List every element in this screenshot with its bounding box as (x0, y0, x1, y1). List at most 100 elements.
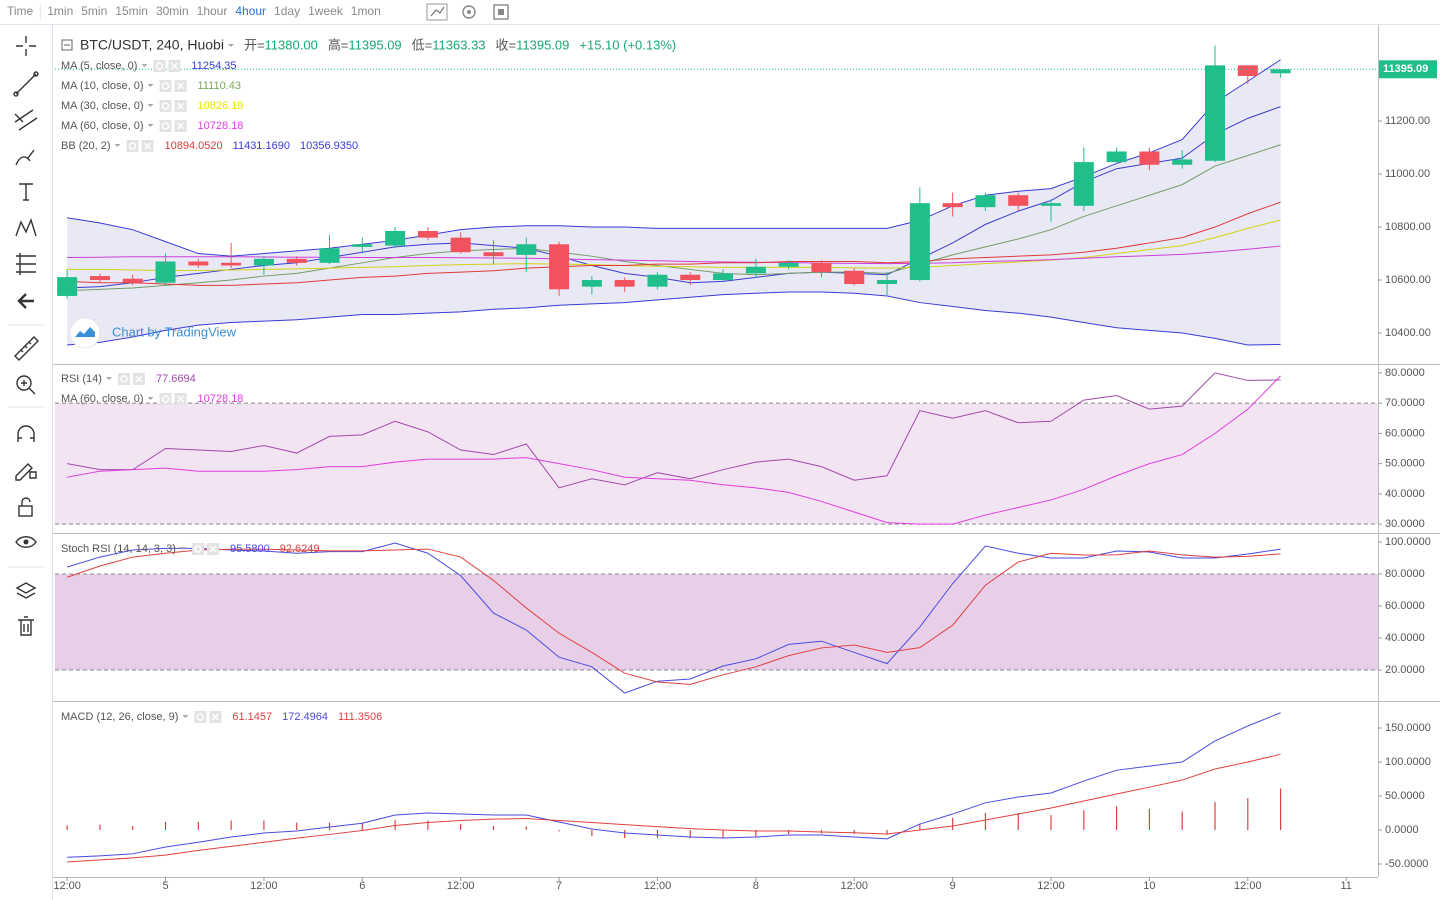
candle-body (319, 248, 340, 263)
y-tick-label: 150.0000 (1385, 722, 1431, 734)
dropdown-caret (114, 144, 121, 147)
text-tool[interactable] (19, 183, 33, 201)
y-tick-label: 30.0000 (1385, 518, 1425, 530)
legend-name: RSI (14) (61, 373, 102, 385)
symbol-title: BTC/USDT, 240, Huobi (80, 37, 224, 53)
back-tool[interactable] (17, 293, 34, 309)
interval-button[interactable]: 30min (156, 4, 189, 18)
last-price-box (1379, 60, 1437, 79)
channel-tool[interactable] (14, 109, 38, 131)
interval-button[interactable]: 1hour (197, 4, 228, 18)
x-tick-label: 12:00 (1037, 880, 1065, 892)
candle-body (516, 244, 537, 255)
layers-tool[interactable] (15, 582, 37, 599)
ruler-tool[interactable] (14, 336, 39, 361)
settings-glyph (128, 142, 137, 150)
zoom-tool[interactable] (16, 375, 36, 395)
close-glyph (144, 142, 152, 150)
fullscreen-button[interactable] (493, 4, 509, 20)
indicator-line (67, 201, 1281, 286)
close-glyph (177, 82, 185, 90)
crosshair-tool[interactable] (16, 36, 36, 56)
candle-body (1008, 195, 1029, 206)
visibility-tool[interactable] (15, 536, 37, 548)
lock-tool[interactable] (18, 497, 33, 517)
interval-button[interactable]: 1day (274, 4, 300, 18)
dropdown-caret (141, 64, 148, 67)
legend-name: MA (10, close, 0) (61, 80, 144, 92)
y-tick-label: 50.0000 (1385, 458, 1425, 470)
toolbar-icons (426, 3, 509, 21)
x-tick-label: 9 (950, 880, 956, 892)
settings-icon (194, 711, 207, 723)
settings-button[interactable] (462, 5, 476, 19)
y-tick-label: -50.0000 (1385, 858, 1428, 870)
settings-glyph (161, 122, 170, 130)
interval-button[interactable]: 5min (81, 4, 107, 18)
candle-body (1172, 159, 1193, 165)
ohlc-value: 11380.00 (265, 37, 318, 52)
legend-value: 111.3506 (338, 711, 382, 723)
candle-body (581, 280, 602, 287)
candle-body (1073, 162, 1094, 206)
candle-body (1237, 65, 1258, 76)
dropdown-caret (147, 124, 154, 127)
candle-body (942, 203, 963, 208)
fullscreen-icon (498, 9, 504, 15)
magnet-tool[interactable] (17, 425, 35, 442)
interval-button[interactable]: 1min (47, 4, 73, 18)
drawing-toolbar (8, 36, 44, 636)
candle-body (745, 266, 766, 274)
candle-body (155, 261, 176, 283)
interval-button[interactable]: 1week (308, 4, 344, 18)
candle-body (713, 273, 734, 281)
interval-button[interactable]: Time (7, 4, 34, 18)
change-value: +15.10 (+0.13%) (579, 37, 676, 52)
pattern-tool[interactable] (15, 217, 37, 237)
chart-style-icon (430, 6, 445, 17)
y-tick-label: 50.0000 (1385, 790, 1425, 802)
fib-tool[interactable] (16, 253, 36, 275)
y-tick-label: 11200.00 (1385, 115, 1430, 127)
close-glyph (177, 395, 185, 403)
indicator-line (67, 712, 1281, 858)
y-tick-label: 80.0000 (1385, 367, 1425, 379)
brush-tool[interactable] (15, 149, 35, 166)
legend-value: 61.1457 (232, 711, 272, 723)
pane: -50.0000 0.0000 50.0000 100.0000 150.0000 (66, 712, 1431, 870)
interval-button[interactable]: 4hour (235, 4, 266, 18)
y-tick-label: 40.0000 (1385, 632, 1425, 644)
candle-body (221, 262, 242, 266)
candle-body (253, 258, 274, 266)
legend-value: 11431.1690 (233, 140, 290, 152)
candle-body (483, 252, 504, 257)
interval-button[interactable]: 15min (115, 4, 148, 18)
y-tick-label: 40.0000 (1385, 488, 1425, 500)
interval-button[interactable]: 1mon (351, 4, 381, 18)
chart-style-button[interactable] (426, 3, 448, 21)
candle-body (1270, 69, 1291, 74)
x-tick-label: 12:00 (250, 880, 278, 892)
legend-value: 11110.43 (198, 80, 241, 92)
close-glyph (177, 122, 185, 130)
watermark-icon (75, 327, 95, 337)
indicator-line (67, 245, 1281, 265)
indicator-line (66, 548, 1281, 685)
candle-body (647, 274, 668, 287)
x-tick-label: 10 (1143, 880, 1155, 892)
y-tick-label: 100.0000 (1385, 536, 1431, 548)
settings-icon (191, 543, 204, 555)
draw-mode-tool[interactable] (15, 463, 37, 481)
trash-tool[interactable] (18, 616, 34, 636)
legend-value: 10728.18 (198, 120, 244, 132)
trend-line-tool[interactable] (13, 71, 39, 97)
candle-body (122, 278, 143, 283)
indicator-line (67, 375, 1281, 525)
legend-value: 10356.9350 (300, 140, 358, 152)
x-tick-label: 12:00 (1234, 880, 1262, 892)
ohlc-value: 11395.09 (516, 37, 569, 52)
indicator-line (67, 219, 1281, 271)
y-tick-label: 0.0000 (1385, 824, 1419, 836)
candle-body (89, 276, 110, 281)
legend-name: MA (60, close, 0) (61, 393, 144, 405)
